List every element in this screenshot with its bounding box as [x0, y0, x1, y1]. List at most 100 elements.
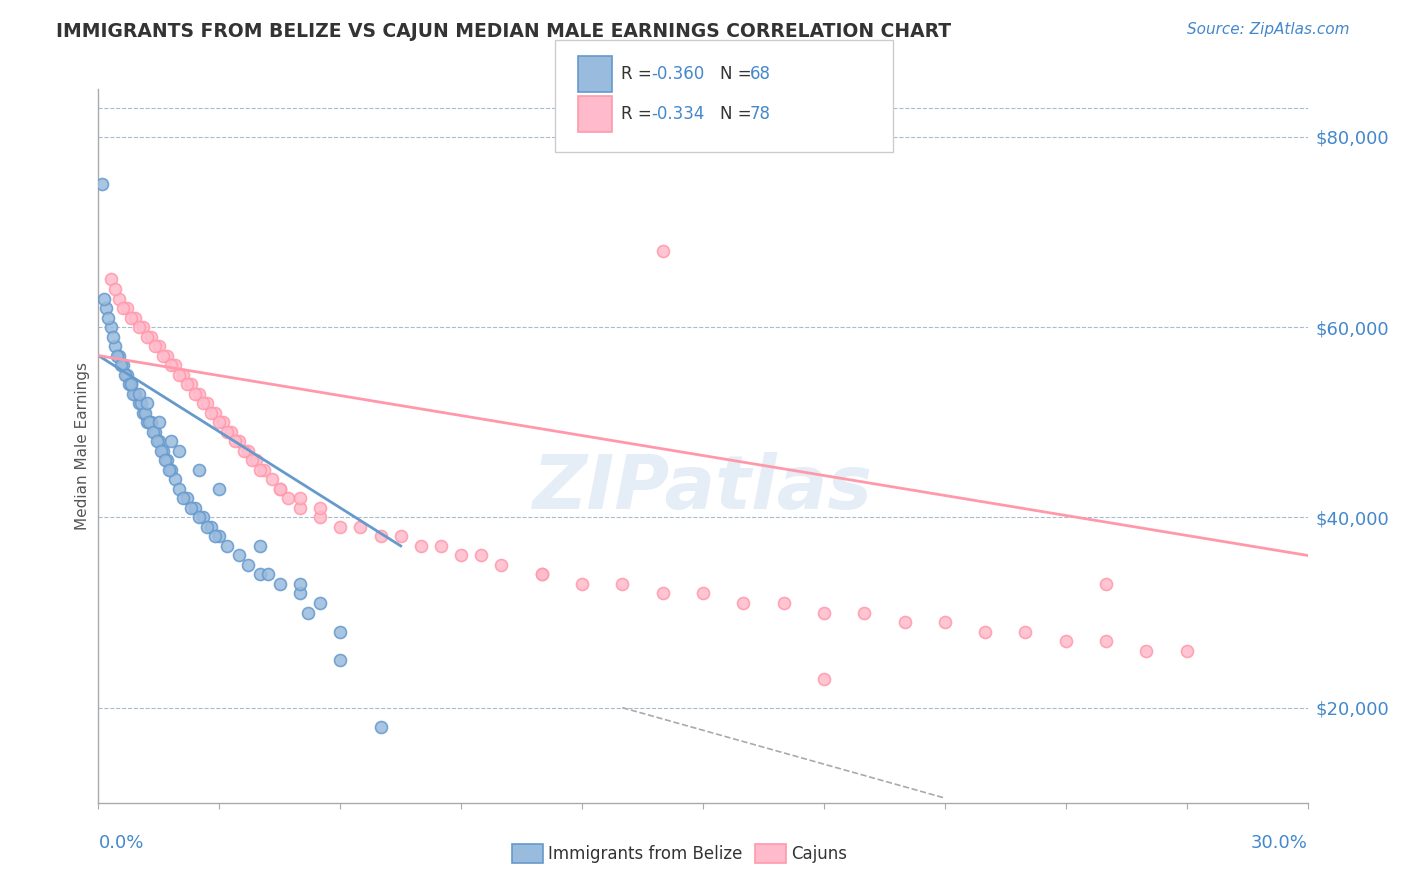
- Point: [115, 368, 138, 382]
- Point: [97, 310, 120, 325]
- Point: [180, 377, 202, 392]
- Text: 78: 78: [749, 105, 770, 123]
- Point: [470, 549, 492, 563]
- Point: [208, 482, 231, 496]
- Point: [309, 596, 332, 610]
- Point: [349, 520, 371, 534]
- Text: 30.0%: 30.0%: [1251, 834, 1308, 852]
- Point: [204, 406, 226, 420]
- Point: [256, 567, 278, 582]
- Point: [853, 606, 876, 620]
- Point: [115, 301, 138, 315]
- Point: [188, 510, 211, 524]
- Point: [103, 282, 125, 296]
- Point: [163, 358, 186, 372]
- Point: [288, 577, 311, 591]
- Point: [118, 377, 141, 392]
- Point: [184, 500, 207, 515]
- Y-axis label: Median Male Earnings: Median Male Earnings: [75, 362, 90, 530]
- Point: [200, 520, 222, 534]
- Point: [128, 386, 150, 401]
- Point: [134, 406, 156, 420]
- Point: [121, 386, 143, 401]
- Point: [212, 415, 235, 429]
- Text: 0.0%: 0.0%: [98, 834, 143, 852]
- Point: [120, 310, 142, 325]
- Point: [139, 329, 162, 343]
- Point: [153, 453, 176, 467]
- Point: [1175, 643, 1198, 657]
- Text: Source: ZipAtlas.com: Source: ZipAtlas.com: [1187, 22, 1350, 37]
- Point: [249, 539, 271, 553]
- Point: [135, 329, 157, 343]
- Point: [200, 406, 222, 420]
- Point: [208, 529, 231, 543]
- Point: [156, 453, 179, 467]
- Point: [249, 463, 271, 477]
- Point: [188, 386, 211, 401]
- Point: [139, 415, 162, 429]
- Point: [651, 244, 673, 258]
- Point: [813, 672, 835, 686]
- Point: [228, 434, 250, 449]
- Point: [172, 368, 194, 382]
- Point: [204, 529, 226, 543]
- Point: [245, 453, 267, 467]
- Point: [100, 320, 122, 334]
- Point: [172, 491, 194, 506]
- Point: [143, 425, 166, 439]
- Point: [193, 510, 215, 524]
- Point: [217, 539, 239, 553]
- Point: [93, 292, 115, 306]
- Point: [132, 320, 155, 334]
- Point: [370, 720, 392, 734]
- Point: [329, 624, 352, 639]
- Point: [221, 425, 243, 439]
- Text: Immigrants from Belize: Immigrants from Belize: [548, 845, 742, 863]
- Point: [143, 339, 166, 353]
- Point: [188, 463, 211, 477]
- Point: [124, 386, 146, 401]
- Point: [149, 443, 172, 458]
- Point: [430, 539, 453, 553]
- Text: ZIPatlas: ZIPatlas: [533, 452, 873, 525]
- Text: 68: 68: [749, 65, 770, 83]
- Text: -0.334: -0.334: [651, 105, 704, 123]
- Text: -0.360: -0.360: [651, 65, 704, 83]
- Point: [135, 396, 157, 410]
- Point: [107, 349, 129, 363]
- Text: R =: R =: [621, 105, 658, 123]
- Point: [160, 358, 183, 372]
- Point: [530, 567, 553, 582]
- Point: [96, 301, 118, 315]
- Point: [450, 549, 472, 563]
- Point: [1014, 624, 1036, 639]
- Point: [156, 349, 179, 363]
- Point: [146, 434, 169, 449]
- Point: [733, 596, 755, 610]
- Point: [329, 520, 352, 534]
- Point: [103, 339, 125, 353]
- Point: [148, 339, 170, 353]
- Point: [167, 368, 190, 382]
- Point: [176, 377, 198, 392]
- Point: [167, 482, 190, 496]
- Point: [288, 586, 311, 600]
- Point: [612, 577, 634, 591]
- Point: [157, 463, 180, 477]
- Point: [370, 529, 392, 543]
- Point: [288, 491, 311, 506]
- Point: [110, 358, 132, 372]
- Point: [224, 434, 246, 449]
- Point: [893, 615, 915, 629]
- Point: [1095, 634, 1118, 648]
- Point: [163, 472, 186, 486]
- Point: [409, 539, 432, 553]
- Point: [195, 396, 218, 410]
- Point: [217, 425, 239, 439]
- Point: [111, 358, 134, 372]
- Point: [249, 567, 271, 582]
- Point: [176, 491, 198, 506]
- Point: [813, 606, 835, 620]
- Point: [651, 586, 673, 600]
